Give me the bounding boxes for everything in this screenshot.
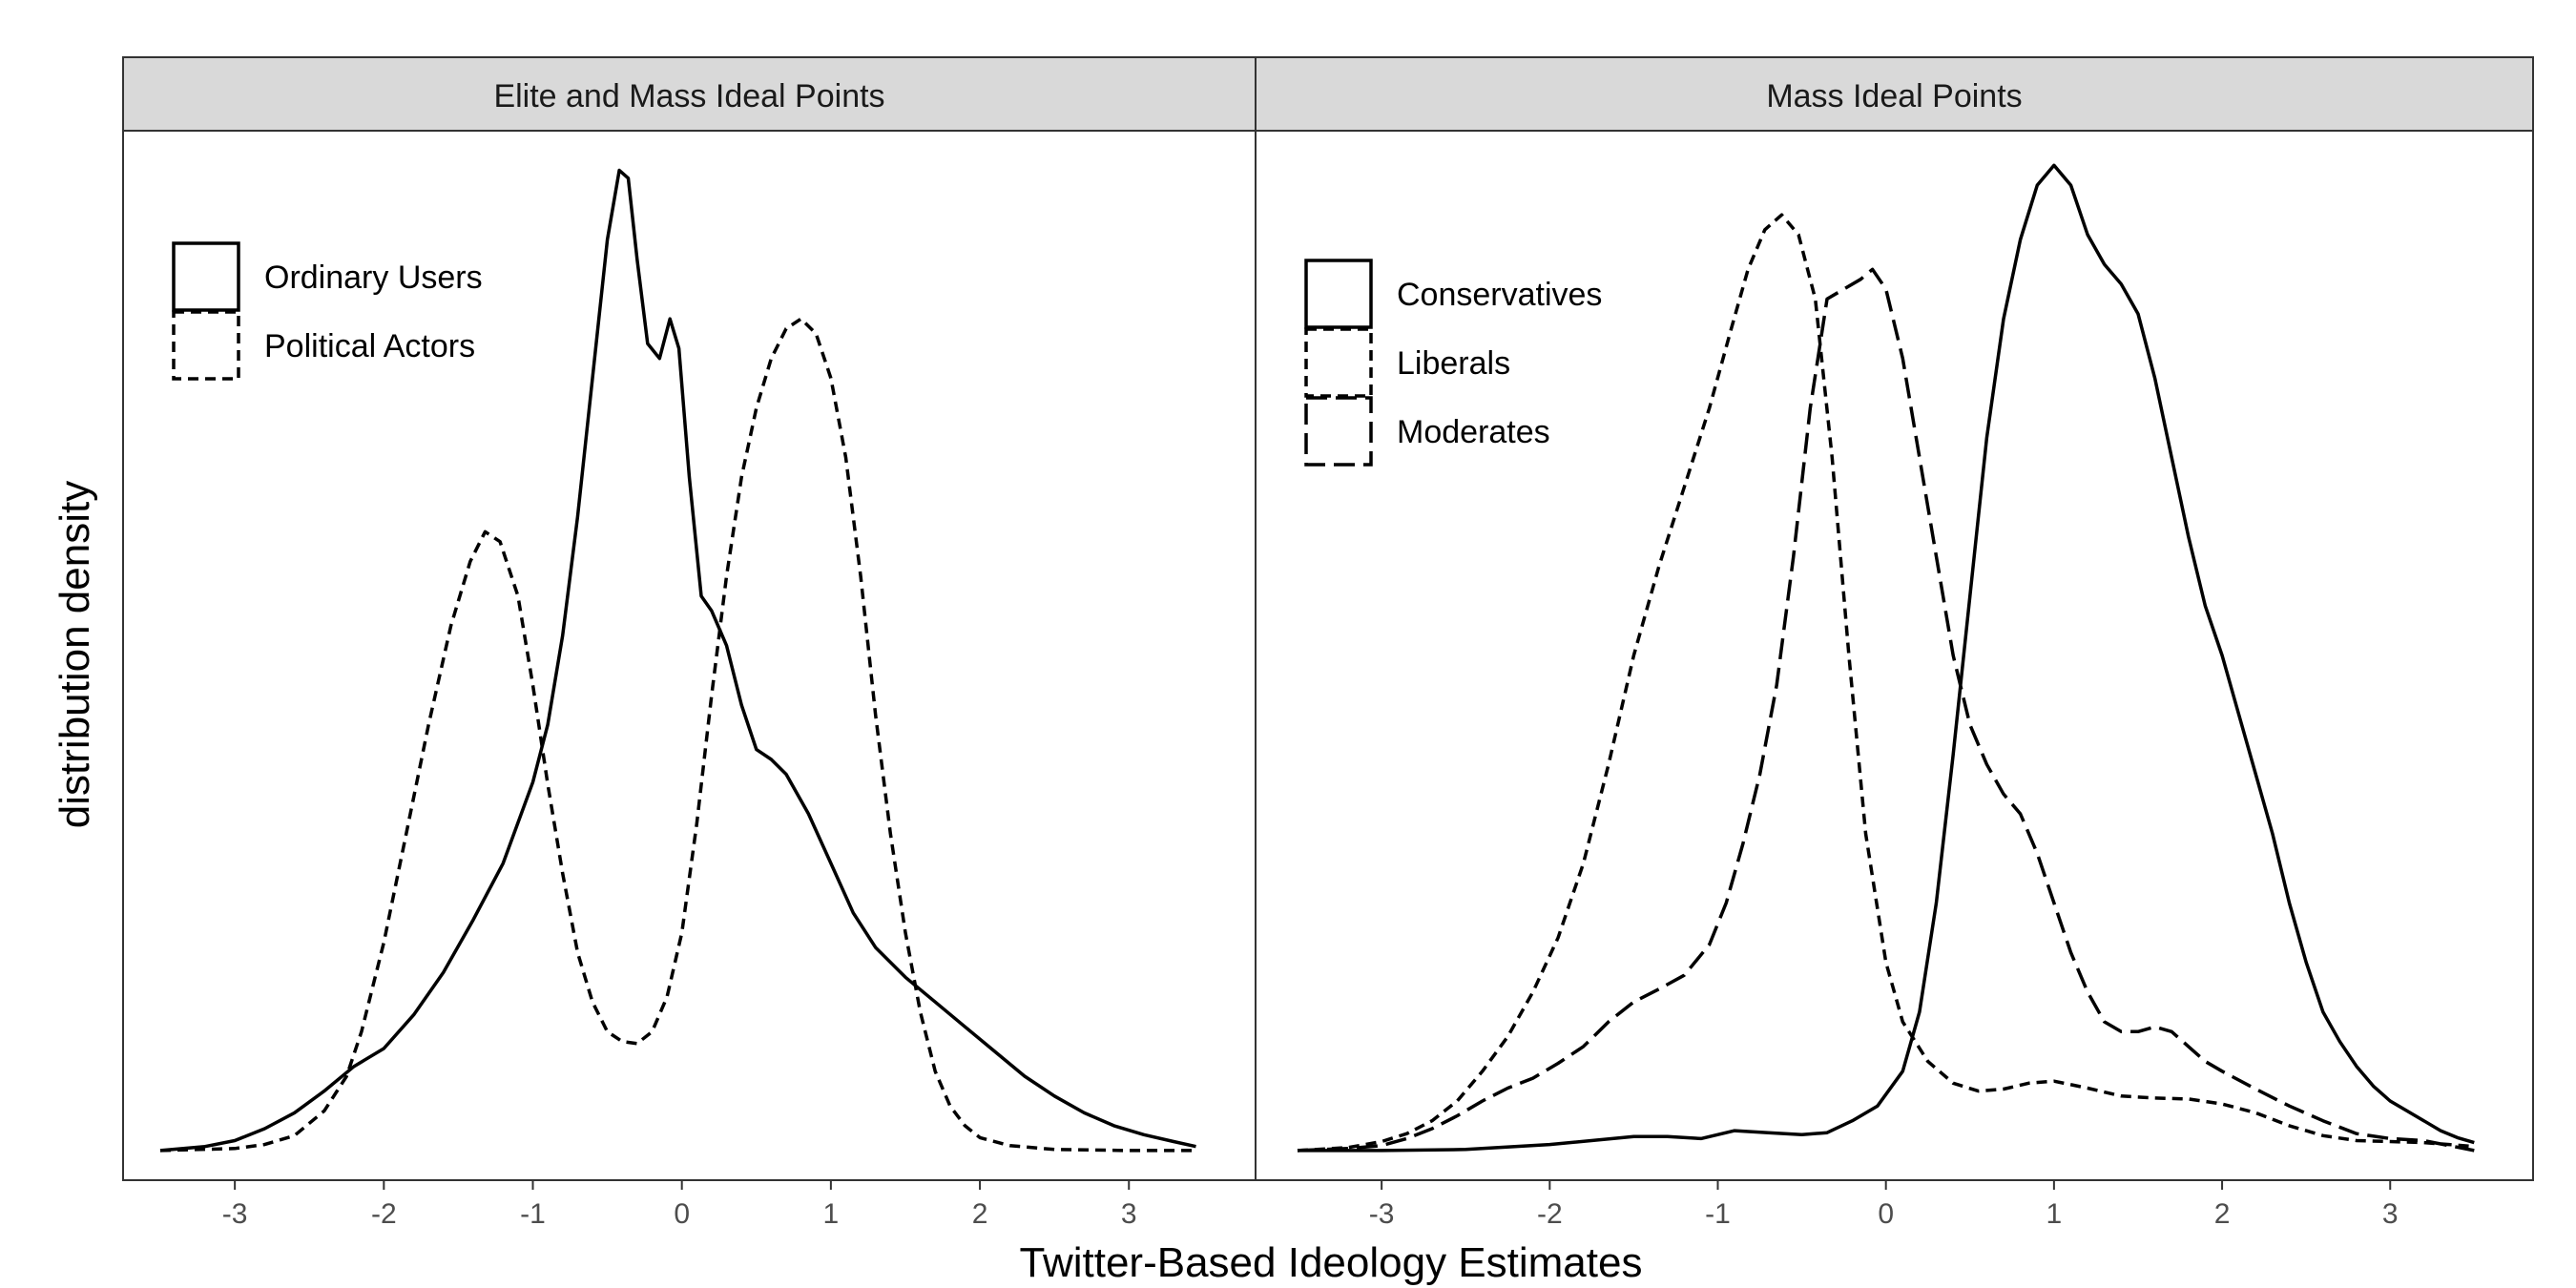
legend-key	[1304, 396, 1373, 467]
x-tick-label: -2	[371, 1198, 397, 1230]
x-tick-label: -1	[520, 1198, 546, 1230]
legend-label: Ordinary Users	[264, 260, 483, 296]
facet-strip-title: Elite and Mass Ideal Points	[493, 78, 884, 114]
x-tick-label: -1	[1705, 1198, 1731, 1230]
x-tick-label: 2	[2214, 1198, 2231, 1230]
facet-strip-title: Mass Ideal Points	[1766, 78, 2022, 114]
x-tick-label: 1	[823, 1198, 840, 1230]
density-line-moderates	[1297, 267, 2475, 1153]
legend-key	[172, 241, 240, 312]
x-tick-label: -2	[1537, 1198, 1563, 1230]
facet-panel-1: Elite and Mass Ideal Points -3 -2 -1 0 1 2 3 Ord…	[122, 56, 1257, 1230]
x-tick-label: 2	[972, 1198, 988, 1230]
legend-key	[1304, 259, 1373, 329]
facet-strip	[1255, 56, 2534, 132]
x-tick-label: 0	[674, 1198, 690, 1230]
x-tick-label: 3	[1121, 1198, 1137, 1230]
legend-label: Liberals	[1397, 345, 1510, 382]
density-line-ordinary-users	[159, 168, 1196, 1153]
legend-label: Conservatives	[1397, 277, 1602, 313]
panels-layer: Elite and Mass Ideal Points -3 -2 -1 0 1 2 3 Ord…	[122, 56, 2534, 1230]
legend-label: Moderates	[1397, 414, 1550, 450]
x-tick-label: -3	[1369, 1198, 1395, 1230]
y-axis-title: distribution density	[52, 481, 98, 828]
x-axis-title: Twitter-Based Ideology Estimates	[1020, 1239, 1643, 1286]
x-tick-label: 1	[2046, 1198, 2063, 1230]
plot-panel-border	[1255, 130, 2534, 1181]
x-tick-label: 3	[2382, 1198, 2399, 1230]
x-tick-label: -3	[222, 1198, 248, 1230]
x-tick-label: 0	[1878, 1198, 1894, 1230]
legend-key	[172, 310, 240, 381]
legend-label: Political Actors	[264, 328, 475, 364]
density-line-conservatives	[1298, 163, 2475, 1153]
density-line-political-actors	[159, 317, 1196, 1153]
facet-panel-2: Mass Ideal Points -3 -2 -1 0 1 2 3 Conservatives…	[1255, 56, 2534, 1230]
density-line-liberals	[1297, 213, 2475, 1153]
facet-strip	[122, 56, 1257, 132]
legend-key	[1304, 327, 1373, 398]
